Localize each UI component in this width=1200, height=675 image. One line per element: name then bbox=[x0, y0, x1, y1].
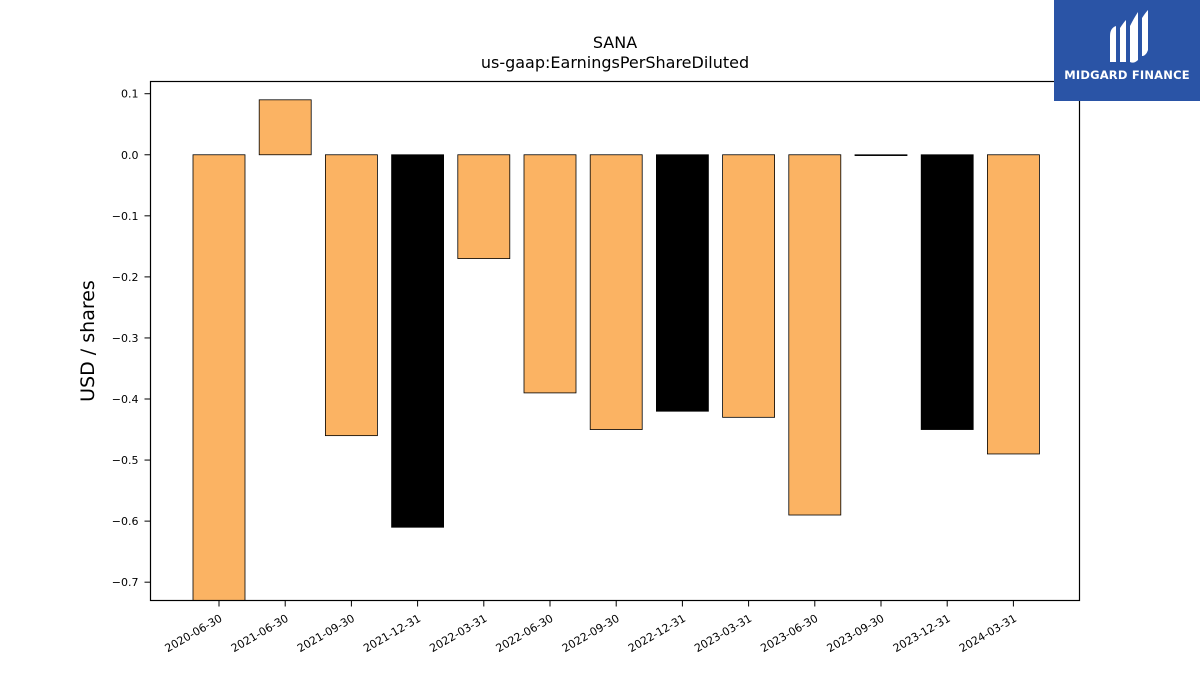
logo-text: MIDGARD FINANCE bbox=[1064, 68, 1190, 82]
bar-2020-06-30 bbox=[192, 154, 246, 601]
bar-2022-06-30 bbox=[523, 154, 577, 394]
x-tick-label: 2022-09-30 bbox=[560, 612, 622, 655]
x-tick-label: 2022-03-31 bbox=[427, 612, 489, 655]
bar-2022-03-31 bbox=[457, 154, 511, 259]
y-axis-label: USD / shares bbox=[77, 280, 99, 402]
x-tick-label: 2022-06-30 bbox=[494, 612, 556, 655]
y-tick-label: −0.5 bbox=[112, 454, 139, 467]
bar-2021-12-31 bbox=[391, 154, 445, 528]
bar-2024-03-31 bbox=[987, 154, 1040, 455]
y-tick-label: 0.1 bbox=[121, 88, 139, 101]
x-tick-label: 2023-06-30 bbox=[758, 612, 820, 655]
y-tick-label: −0.2 bbox=[112, 271, 139, 284]
chart-title: SANA bbox=[593, 33, 637, 52]
bars-group bbox=[192, 99, 1040, 601]
x-tick-label: 2023-03-31 bbox=[692, 612, 754, 655]
y-axis-ticks: 0.1 0.0 −0.1 −0.2 −0.3 −0.4 −0.5 −0.6 −0.7 bbox=[112, 88, 151, 589]
bar-2023-03-31 bbox=[722, 154, 775, 418]
x-tick-label: 2020-06-30 bbox=[163, 612, 225, 655]
plot-frame bbox=[149, 80, 1081, 602]
y-tick-label: −0.3 bbox=[112, 332, 139, 345]
x-tick-label: 2021-12-31 bbox=[361, 612, 423, 655]
bar-2022-09-30 bbox=[589, 154, 643, 430]
x-tick-label: 2024-03-31 bbox=[957, 612, 1019, 655]
y-tick-label: −0.1 bbox=[112, 210, 139, 223]
x-tick-label: 2021-09-30 bbox=[295, 612, 357, 655]
y-tick-label: −0.4 bbox=[112, 393, 139, 406]
bar-2023-12-31 bbox=[920, 154, 974, 430]
x-tick-label: 2021-06-30 bbox=[229, 612, 291, 655]
bar-2022-12-31 bbox=[656, 154, 709, 412]
bar-2021-09-30 bbox=[324, 154, 378, 437]
chart-subtitle: us-gaap:EarningsPerShareDiluted bbox=[481, 53, 749, 72]
x-tick-label: 2022-12-31 bbox=[626, 612, 688, 655]
y-tick-label: −0.7 bbox=[112, 576, 139, 589]
x-tick-label: 2023-12-31 bbox=[891, 612, 953, 655]
logo-mark-icon bbox=[1110, 10, 1148, 63]
midgard-finance-logo: MIDGARD FINANCE bbox=[1054, 0, 1200, 101]
bar-2023-06-30 bbox=[788, 154, 842, 516]
x-tick-label: 2023-09-30 bbox=[825, 612, 887, 655]
y-tick-label: −0.6 bbox=[112, 515, 139, 528]
bar-2021-06-30 bbox=[258, 99, 312, 156]
bar-2023-09-30 bbox=[854, 154, 908, 156]
y-tick-label: 0.0 bbox=[121, 149, 139, 162]
x-axis-ticks: 2020-06-30 2021-06-30 2021-09-30 2021-12-31… bbox=[163, 600, 1019, 655]
